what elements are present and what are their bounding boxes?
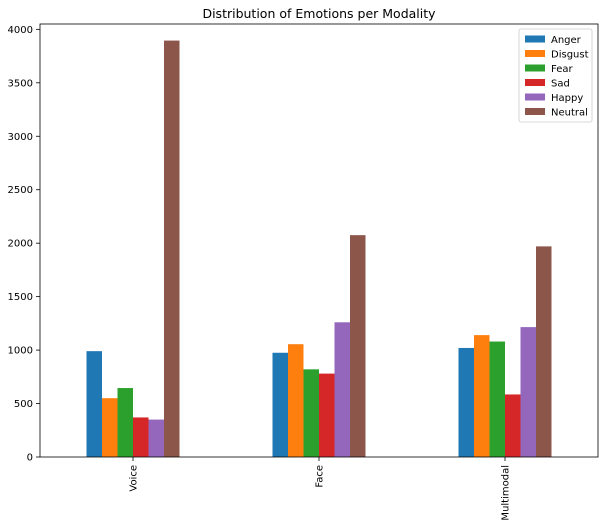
x-axis: Voice Face Multimodal — [129, 457, 512, 521]
legend-label-fear: Fear — [551, 64, 573, 75]
x-tick-label: Face — [315, 465, 326, 488]
legend-label-neutral: Neutral — [551, 108, 588, 119]
y-axis: 0 500 1000 1500 2000 2500 3000 3500 4000 — [8, 25, 40, 464]
legend-label-anger: Anger — [551, 35, 582, 46]
bar-disgust-face — [288, 344, 304, 457]
bar-anger-voice — [86, 351, 102, 457]
legend-label-sad: Sad — [551, 79, 570, 90]
bar-fear-face — [303, 369, 319, 457]
legend-label-happy: Happy — [551, 93, 583, 104]
y-tick-label: 2500 — [8, 185, 33, 196]
bar-disgust-voice — [102, 398, 118, 457]
y-tick-label: 1500 — [8, 292, 33, 303]
legend-swatch-fear — [525, 64, 545, 72]
bar-fear-voice — [117, 388, 133, 457]
bar-happy-voice — [148, 419, 164, 457]
y-tick-label: 0 — [27, 453, 33, 464]
bar-neutral-voice — [164, 40, 180, 458]
legend: Anger Disgust Fear Sad Happy Neutral — [518, 28, 593, 123]
x-tick-label: Voice — [129, 465, 140, 492]
bar-sad-multimodal — [505, 394, 521, 457]
x-tick-label: Multimodal — [501, 465, 512, 521]
bars-layer — [86, 40, 552, 458]
bar-anger-multimodal — [458, 347, 474, 457]
bar-happy-face — [334, 322, 350, 457]
y-tick-label: 2000 — [8, 239, 33, 250]
plot-frame — [39, 23, 599, 458]
bar-happy-multimodal — [520, 327, 536, 457]
chart-title: Distribution of Emotions per Modality — [202, 6, 436, 21]
bar-disgust-multimodal — [474, 335, 490, 457]
y-tick-label: 3500 — [8, 78, 33, 89]
y-tick-label: 3000 — [8, 132, 33, 143]
legend-swatch-neutral — [525, 108, 545, 115]
y-tick-label: 500 — [14, 399, 33, 410]
legend-swatch-anger — [525, 35, 545, 43]
bar-neutral-multimodal — [536, 246, 552, 457]
legend-swatch-sad — [525, 79, 545, 86]
bar-neutral-face — [350, 235, 366, 457]
bar-sad-voice — [133, 417, 149, 457]
legend-label-disgust: Disgust — [551, 50, 589, 61]
bar-fear-multimodal — [489, 341, 505, 457]
bar-anger-face — [272, 352, 288, 457]
y-tick-label: 1000 — [8, 346, 33, 357]
legend-swatch-disgust — [525, 50, 545, 57]
y-tick-label: 4000 — [8, 25, 33, 36]
bar-sad-face — [319, 373, 335, 457]
legend-swatch-happy — [525, 93, 545, 101]
